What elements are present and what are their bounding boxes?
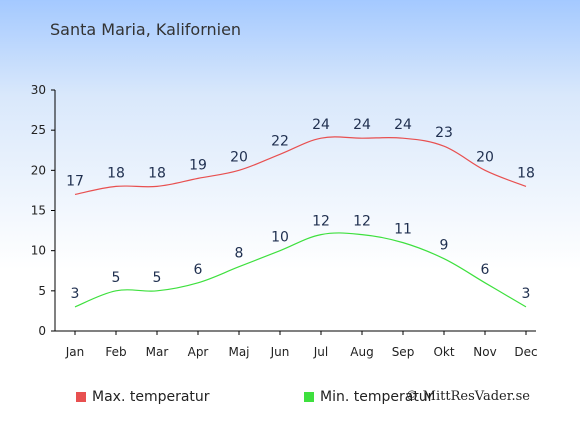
data-label-min-Feb: 5 — [112, 270, 121, 286]
y-tick-label-15: 15 — [31, 204, 46, 218]
data-label-min-Okt: 9 — [440, 238, 449, 254]
series-line-min — [74, 232, 527, 308]
data-label-max-Dec: 18 — [517, 165, 535, 181]
y-tick-label-5: 5 — [38, 284, 46, 298]
legend-min-swatch — [304, 392, 314, 402]
y-tick-label-0: 0 — [38, 324, 46, 338]
data-label-max-Jul: 24 — [312, 117, 330, 133]
x-tick-label-Apr: Apr — [188, 345, 209, 359]
x-tick-label-Maj: Maj — [228, 345, 249, 359]
data-label-min-Mar: 5 — [153, 270, 162, 286]
data-label-max-Feb: 18 — [107, 165, 125, 181]
x-tick-label-Jun: Jun — [270, 345, 290, 359]
legend-max-label: Max. temperatur — [92, 389, 210, 405]
data-label-max-Sep: 24 — [394, 117, 412, 133]
y-tick-label-25: 25 — [31, 123, 46, 137]
y-tick-label-30: 30 — [31, 83, 46, 97]
data-label-max-Okt: 23 — [435, 125, 453, 141]
data-label-min-Jan: 3 — [71, 286, 80, 302]
chart-title: Santa Maria, Kalifornien — [50, 20, 242, 39]
data-label-min-Sep: 11 — [394, 222, 412, 238]
data-label-min-Apr: 6 — [194, 262, 203, 278]
data-label-min-Jun: 10 — [271, 230, 289, 246]
x-tick-label-Dec: Dec — [514, 345, 537, 359]
series-line-max — [74, 136, 527, 196]
data-label-max-Maj: 20 — [230, 149, 248, 165]
x-tick-label-Jan: Jan — [65, 345, 85, 359]
x-tick-label-Jul: Jul — [313, 345, 328, 359]
x-tick-label-Nov: Nov — [473, 345, 496, 359]
data-label-max-Aug: 24 — [353, 117, 371, 133]
data-label-max-Nov: 20 — [476, 149, 494, 165]
legend-max-swatch — [76, 392, 86, 402]
data-label-max-Mar: 18 — [148, 165, 166, 181]
x-tick-label-Feb: Feb — [105, 345, 126, 359]
data-label-min-Dec: 3 — [522, 286, 531, 302]
data-label-max-Apr: 19 — [189, 157, 207, 173]
x-tick-label-Sep: Sep — [392, 345, 415, 359]
data-label-max-Jun: 22 — [271, 133, 289, 149]
data-label-max-Jan: 17 — [66, 173, 84, 189]
x-tick-label-Okt: Okt — [433, 345, 454, 359]
credit-text: © MittResVader.se — [405, 389, 530, 404]
x-tick-label-Mar: Mar — [146, 345, 169, 359]
data-label-min-Aug: 12 — [353, 214, 371, 230]
data-label-min-Jul: 12 — [312, 214, 330, 230]
x-tick-label-Aug: Aug — [350, 345, 373, 359]
y-tick-label-10: 10 — [31, 244, 46, 258]
legend-min-label: Min. temperatur — [320, 389, 434, 405]
legend-min: Min. temperatur — [304, 389, 433, 405]
y-tick-label-20: 20 — [31, 163, 46, 177]
data-label-min-Maj: 8 — [235, 246, 244, 262]
legend-max: Max. temperatur — [76, 389, 210, 405]
data-label-min-Nov: 6 — [481, 262, 490, 278]
